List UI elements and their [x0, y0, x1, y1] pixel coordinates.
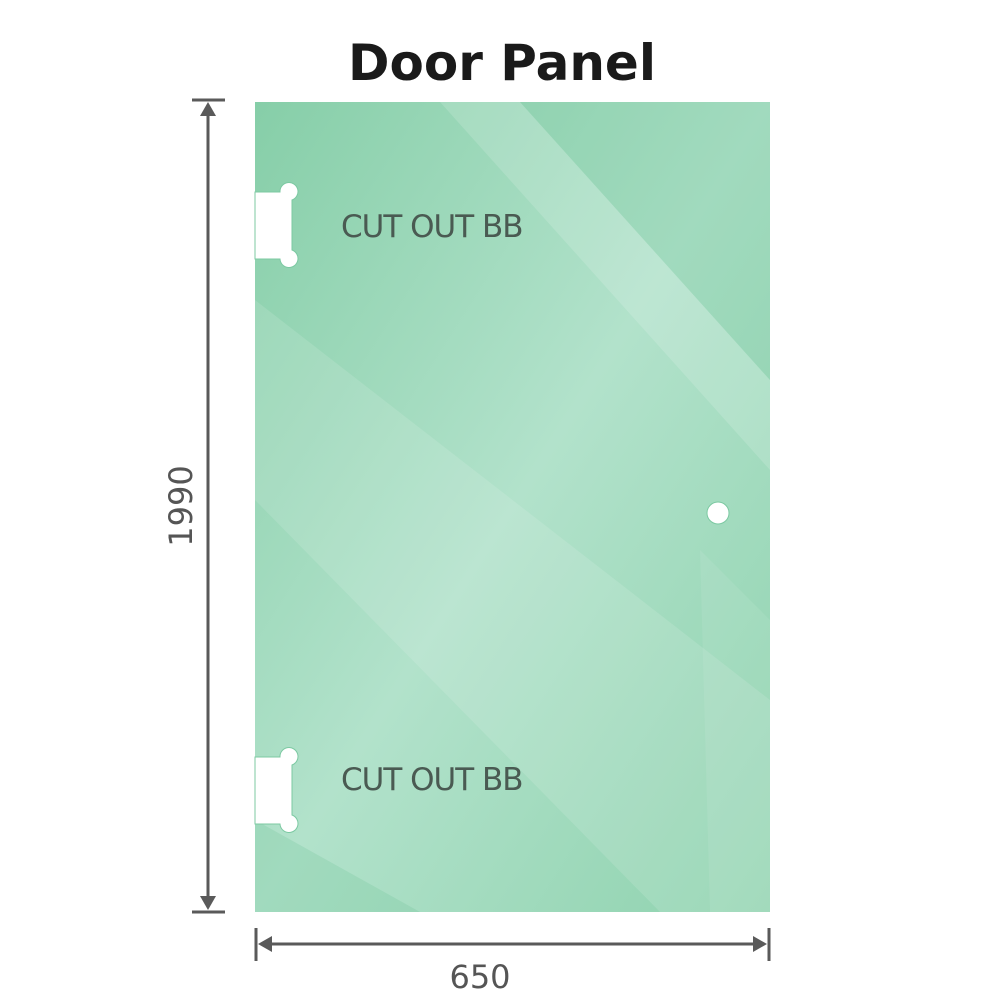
height-dimension-label: 1990 [162, 465, 200, 546]
glass-reflections [255, 102, 770, 912]
width-dimension-line [254, 928, 771, 961]
diagram-title: Door Panel [348, 34, 656, 92]
arrow-up-icon [200, 102, 216, 116]
cutout-bottom [254, 747, 299, 833]
cutout-bottom-label: CUT OUT BB [341, 762, 523, 798]
glass-panel [255, 102, 770, 912]
arrow-left-icon [258, 936, 272, 952]
height-dimension-line [192, 98, 225, 914]
cutout-top-label: CUT OUT BB [341, 209, 523, 245]
handle-hole [706, 501, 730, 525]
arrow-down-icon [200, 896, 216, 910]
arrow-right-icon [753, 936, 767, 952]
width-dimension-label: 650 [449, 958, 510, 996]
cutout-top [254, 182, 299, 268]
